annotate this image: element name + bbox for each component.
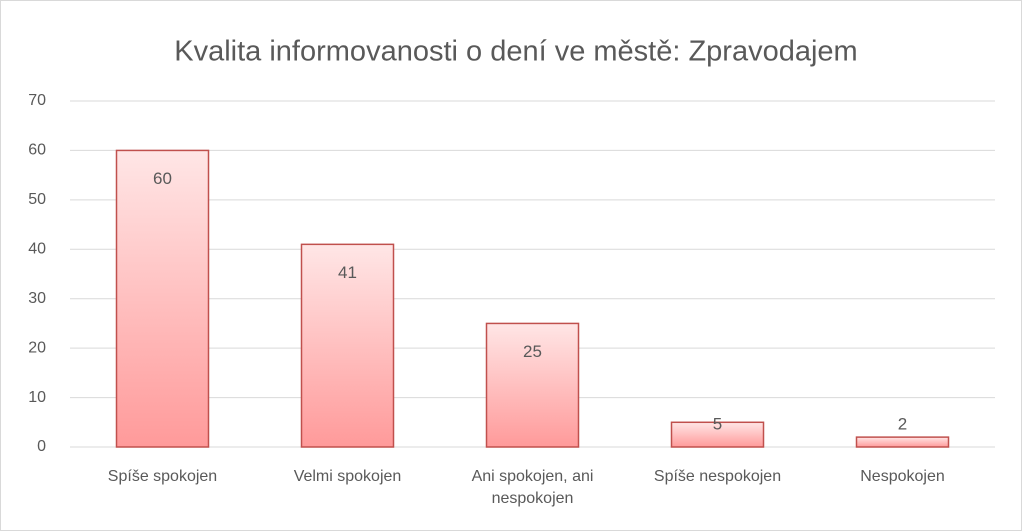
data-label: 60	[153, 169, 172, 188]
y-tick-label: 20	[28, 339, 46, 356]
x-tick-label: Velmi spokojen	[293, 468, 402, 485]
data-label: 2	[898, 414, 907, 433]
x-tick-label: Nespokojen	[860, 468, 945, 485]
data-label: 41	[338, 263, 357, 282]
y-tick-label: 30	[28, 290, 46, 307]
bar	[670, 421, 765, 448]
data-label: 25	[523, 342, 542, 361]
x-tick-label: Spíše nespokojen	[653, 468, 782, 485]
data-label: 5	[713, 414, 722, 433]
y-tick-label: 50	[28, 191, 46, 208]
chart-title: Kvalita informovanosti o dení ve městě: …	[174, 36, 857, 68]
y-tick-label: 40	[28, 241, 46, 258]
bar	[855, 436, 950, 448]
y-tick-label: 70	[28, 92, 46, 109]
bar	[485, 322, 580, 448]
y-tick-label: 0	[37, 438, 46, 455]
bar	[300, 243, 395, 448]
x-tick-label: Ani spokojen, ani nespokojen	[471, 468, 594, 507]
y-tick-label: 10	[28, 389, 46, 406]
y-tick-label: 60	[28, 142, 46, 159]
x-tick-label: Spíše spokojen	[107, 468, 218, 485]
bar	[115, 149, 210, 448]
